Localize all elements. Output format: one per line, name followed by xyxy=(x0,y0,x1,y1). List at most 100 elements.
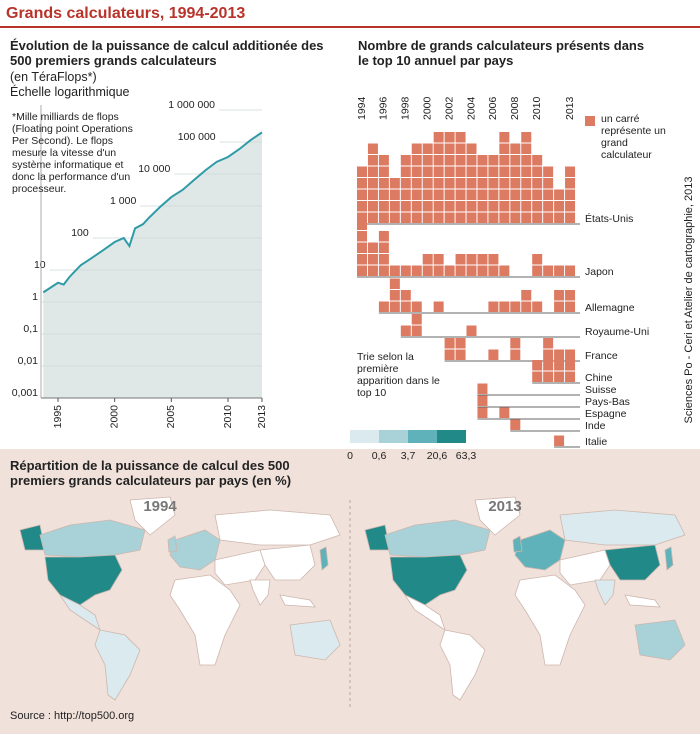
square xyxy=(444,166,455,177)
square xyxy=(565,166,576,177)
legend-box xyxy=(350,430,379,443)
stack xyxy=(400,265,411,276)
square xyxy=(543,189,554,200)
square xyxy=(510,212,521,223)
stack xyxy=(378,301,389,312)
square xyxy=(433,178,444,189)
square xyxy=(477,178,488,189)
square xyxy=(433,201,444,212)
square xyxy=(422,254,433,265)
square xyxy=(543,371,554,382)
square xyxy=(488,201,499,212)
country xyxy=(39,519,146,558)
square xyxy=(499,166,510,177)
square xyxy=(455,132,466,143)
stack xyxy=(521,290,532,312)
stack xyxy=(499,407,510,418)
country-label: France xyxy=(585,350,618,362)
square xyxy=(543,349,554,360)
square xyxy=(444,201,455,212)
map-title: Répartition de la puissance de calcul de… xyxy=(10,458,292,488)
line-subtitle: (en TéraFlops*) xyxy=(10,70,97,84)
y-tick-label: 1 000 xyxy=(110,195,136,207)
stack xyxy=(554,360,565,382)
panel-title: 1994 xyxy=(143,498,177,515)
square xyxy=(400,212,411,223)
square xyxy=(400,155,411,166)
square xyxy=(433,155,444,166)
square xyxy=(455,143,466,154)
country xyxy=(594,579,616,606)
square xyxy=(367,178,378,189)
country-label: Chine xyxy=(585,372,613,384)
credit: Sciences Po - Ceri et Atelier de cartogr… xyxy=(683,176,695,423)
year-label: 2013 xyxy=(564,96,576,120)
square xyxy=(389,278,400,289)
stack xyxy=(532,301,543,312)
square xyxy=(378,155,389,166)
square xyxy=(521,155,532,166)
square xyxy=(400,178,411,189)
x-tick-label: 2013 xyxy=(256,405,268,429)
square xyxy=(444,189,455,200)
stack xyxy=(488,349,499,360)
country xyxy=(249,579,271,606)
square xyxy=(389,201,400,212)
square xyxy=(400,201,411,212)
square xyxy=(389,265,400,276)
square xyxy=(411,155,422,166)
square xyxy=(389,189,400,200)
square xyxy=(565,265,576,276)
year-label: 2002 xyxy=(443,96,455,120)
stack xyxy=(554,189,565,223)
square xyxy=(488,189,499,200)
legend-label: 63,3 xyxy=(456,450,477,462)
square xyxy=(411,325,422,336)
square xyxy=(499,132,510,143)
country xyxy=(559,509,686,546)
stack xyxy=(455,254,466,276)
square xyxy=(411,143,422,154)
square xyxy=(565,349,576,360)
square xyxy=(455,349,466,360)
country-label: États-Unis xyxy=(585,212,633,225)
square xyxy=(543,201,554,212)
stack xyxy=(357,219,367,276)
square xyxy=(389,178,400,189)
source: Source : http://top500.org xyxy=(10,710,135,722)
stack xyxy=(488,254,499,276)
square xyxy=(367,166,378,177)
stack xyxy=(411,314,422,336)
area xyxy=(43,132,263,398)
map-panel: 2013 xyxy=(364,496,686,701)
square xyxy=(488,166,499,177)
country xyxy=(129,496,176,536)
y-tick-label: 0,1 xyxy=(23,323,38,335)
stack xyxy=(554,435,565,446)
square xyxy=(543,212,554,223)
square xyxy=(357,254,367,265)
stack xyxy=(532,360,543,382)
square xyxy=(510,178,521,189)
square xyxy=(411,189,422,200)
square xyxy=(554,435,565,446)
square xyxy=(455,155,466,166)
square xyxy=(488,265,499,276)
country xyxy=(474,496,521,536)
square xyxy=(444,338,455,349)
square xyxy=(565,360,576,371)
stack xyxy=(488,301,499,312)
square xyxy=(357,166,367,177)
legend-label: 3,7 xyxy=(401,450,416,462)
square xyxy=(466,155,477,166)
stack xyxy=(378,155,389,223)
legend-label: 0,6 xyxy=(372,450,387,462)
stack xyxy=(565,290,576,312)
square xyxy=(499,407,510,418)
square xyxy=(444,265,455,276)
square xyxy=(422,189,433,200)
stack xyxy=(455,338,466,360)
legend-label: 20,6 xyxy=(427,450,448,462)
square xyxy=(411,314,422,325)
